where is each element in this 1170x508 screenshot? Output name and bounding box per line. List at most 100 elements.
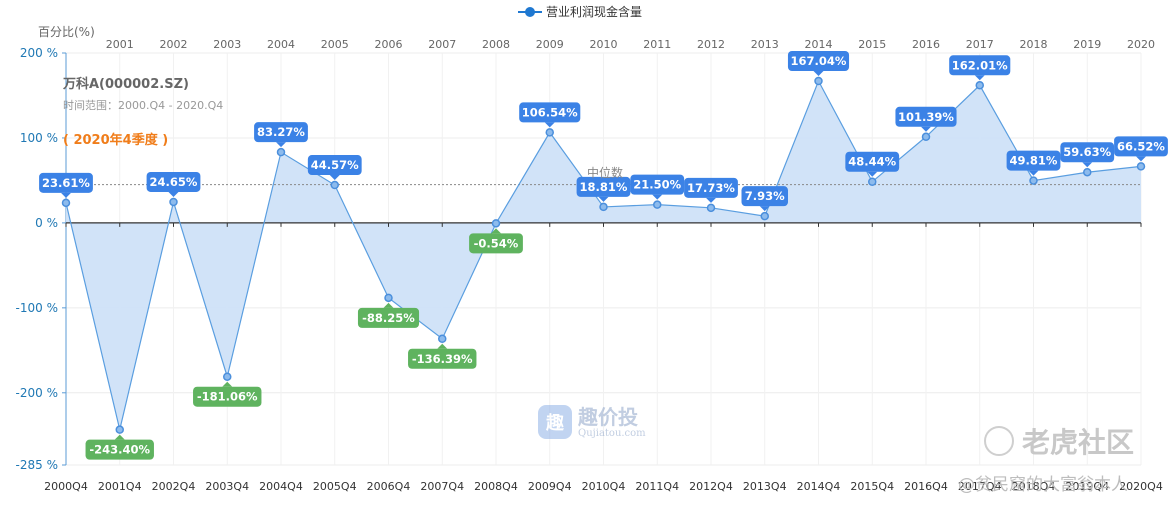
- data-point: [169, 197, 178, 207]
- data-label-pointer: [61, 192, 71, 198]
- data-label-text: 83.27%: [257, 125, 305, 139]
- data-point: [438, 334, 447, 344]
- data-label-pointer: [921, 126, 931, 132]
- x-tick-label: 2015Q4: [850, 480, 894, 493]
- y-tick-label: -285 %: [16, 458, 58, 472]
- data-label-box: [630, 174, 685, 195]
- data-point: [223, 372, 232, 381]
- data-label-box: [193, 386, 262, 407]
- data-label-text: -136.39%: [412, 352, 473, 366]
- data-label: -88.25%: [357, 302, 420, 328]
- data-label-text: -88.25%: [362, 311, 415, 325]
- data-label-pointer: [974, 75, 985, 81]
- top-year-label: 2002: [160, 38, 188, 51]
- data-label-text: 23.61%: [42, 176, 90, 190]
- top-year-label: 2007: [428, 38, 456, 51]
- x-tick-label: 2002Q4: [152, 480, 196, 493]
- x-tick-label: 2012Q4: [689, 480, 733, 493]
- x-tick-label: 2005Q4: [313, 480, 357, 493]
- data-label-text: 49.81%: [1010, 154, 1058, 168]
- top-year-label: 2020: [1127, 38, 1155, 51]
- top-year-label: 2016: [912, 38, 940, 51]
- x-tick-label: 2009Q4: [528, 480, 572, 493]
- data-label-box: [1006, 150, 1061, 171]
- data-label-box: [39, 172, 93, 193]
- data-label: 18.81%: [576, 176, 631, 202]
- data-label-box: [949, 55, 1011, 76]
- top-year-label: 2014: [805, 38, 833, 51]
- data-point: [1083, 167, 1092, 177]
- data-label-pointer: [276, 142, 286, 148]
- data-label-text: 18.81%: [580, 180, 628, 194]
- data-label-box: [408, 348, 477, 369]
- y-tick-label: 100 %: [20, 131, 58, 145]
- data-label-pointer: [867, 171, 878, 177]
- x-tick-label: 2020Q4: [1119, 480, 1163, 493]
- data-label-pointer: [168, 191, 179, 197]
- data-label: 83.27%: [254, 122, 308, 148]
- data-label-box: [741, 186, 788, 207]
- data-label-box: [895, 106, 957, 127]
- top-year-label: 2003: [213, 38, 241, 51]
- data-label-text: 21.50%: [633, 178, 681, 192]
- company-name: 万科A(000002.SZ): [63, 77, 189, 92]
- data-label: -181.06%: [193, 381, 262, 407]
- top-year-label: 2010: [590, 38, 618, 51]
- data-label-pointer: [598, 196, 609, 202]
- data-label-box: [576, 176, 631, 197]
- data-label-text: -243.40%: [89, 443, 150, 457]
- data-point: [384, 293, 393, 303]
- data-point: [545, 128, 554, 137]
- top-year-label: 2019: [1073, 38, 1101, 51]
- top-year-label: 2006: [375, 38, 403, 51]
- data-label-text: 44.57%: [311, 158, 359, 172]
- data-label-pointer: [114, 434, 125, 440]
- data-label-pointer: [544, 122, 555, 128]
- data-label-box: [1060, 142, 1115, 163]
- data-label: -243.40%: [85, 434, 154, 460]
- x-tick-label: 2019Q4: [1065, 480, 1109, 493]
- data-label-pointer: [222, 381, 233, 387]
- time-range: 时间范围：2000.Q4 - 2020.Q4: [63, 99, 224, 112]
- data-label-pointer: [329, 175, 340, 181]
- data-label-text: 167.04%: [791, 54, 847, 68]
- data-label-pointer: [652, 194, 663, 200]
- x-tick-label: 2011Q4: [635, 480, 679, 493]
- data-label: 66.52%: [1114, 136, 1168, 162]
- data-label-text: 101.39%: [898, 110, 954, 124]
- data-point: [61, 198, 71, 208]
- data-label: 7.93%: [741, 186, 788, 212]
- data-label-text: 66.52%: [1117, 139, 1165, 153]
- data-point: [975, 81, 984, 90]
- data-label: 21.50%: [630, 174, 685, 200]
- data-label-pointer: [759, 206, 770, 212]
- data-label-box: [469, 233, 523, 254]
- data-label-box: [787, 50, 850, 71]
- top-year-label: 2001: [106, 38, 134, 51]
- qujiatou-logo-icon: 趣: [538, 405, 572, 439]
- legend[interactable]: 营业利润现金含量: [518, 3, 642, 20]
- x-tick-label: 2003Q4: [205, 480, 249, 493]
- x-tick-label: 2017Q4: [958, 480, 1002, 493]
- data-label-box: [307, 155, 362, 176]
- top-year-label: 2005: [321, 38, 349, 51]
- data-label: 23.61%: [39, 172, 93, 198]
- y-tick-label: -200 %: [16, 386, 58, 400]
- y-axis-title: 百分比(%): [38, 25, 95, 39]
- x-tick-label: 2008Q4: [474, 480, 518, 493]
- data-label: 106.54%: [519, 102, 581, 128]
- watermark-logo-subtext: Qujiatou.com: [578, 427, 646, 439]
- x-tick-label: 2004Q4: [259, 480, 303, 493]
- top-year-label: 2011: [643, 38, 671, 51]
- data-label-box: [845, 151, 900, 172]
- author-watermark: @贫民窟的大富翁本人: [958, 475, 1128, 495]
- top-year-label: 2004: [267, 38, 295, 51]
- data-label-pointer: [813, 70, 824, 76]
- data-label-box: [684, 177, 738, 198]
- y-tick-label: 200 %: [20, 46, 58, 60]
- y-tick-label: -100 %: [16, 301, 58, 315]
- data-label-box: [254, 122, 308, 143]
- qujiatou-watermark: 趣 趣价投 Qujiatou.com: [538, 405, 646, 439]
- data-point: [706, 203, 716, 213]
